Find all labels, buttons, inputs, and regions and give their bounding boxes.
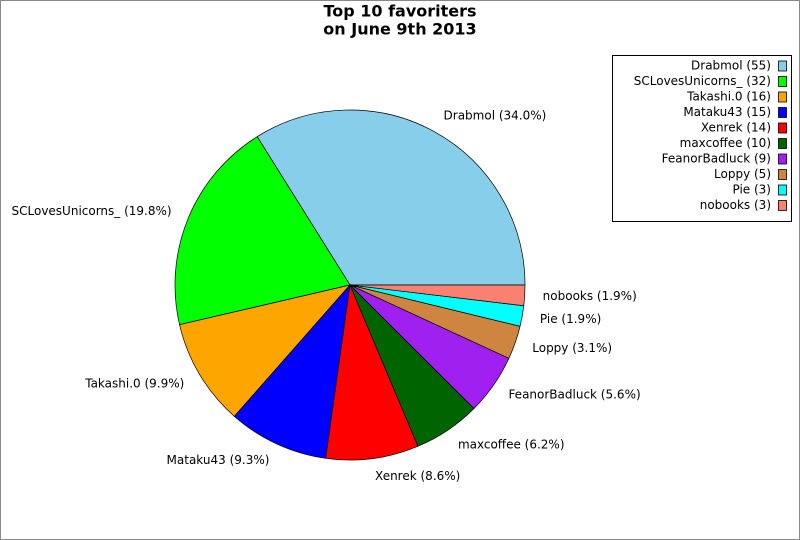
legend-swatch [778, 184, 787, 196]
pie-slice [233, 283, 351, 459]
slice-label: FeanorBadluck (5.6%) [508, 388, 640, 402]
legend-label: FeanorBadluck (9) [662, 152, 771, 166]
slice-label: maxcoffee (6.2%) [458, 437, 565, 451]
pie-slice [256, 109, 526, 286]
slice-label: Takashi.0 (9.9%) [84, 377, 184, 391]
legend-label: nobooks (3) [700, 198, 771, 212]
legend-label: Loppy (5) [714, 167, 771, 181]
slice-label: Mataku43 (9.3%) [167, 453, 270, 467]
pie-slice [349, 284, 526, 307]
slice-label: Pie (1.9%) [540, 312, 601, 326]
slice-label: Loppy (3.1%) [532, 341, 612, 355]
legend-label: Drabmol (55) [691, 59, 771, 73]
legend-swatch [778, 169, 787, 180]
slice-label: SCLovesUnicorns_ (19.8%) [12, 204, 172, 218]
chart-subtitle: on June 9th 2013 [323, 20, 476, 39]
legend-label: SCLovesUnicorns_ (32) [634, 74, 771, 88]
chart-title: Top 10 favoriters [323, 2, 476, 21]
legend-box [612, 55, 792, 222]
legend-swatch [778, 138, 787, 149]
pie-slice [179, 284, 351, 417]
legend-swatch [778, 91, 787, 103]
slice-label: Drabmol (34.0%) [444, 109, 547, 123]
legend-label: Xenrek (14) [701, 121, 771, 135]
legend-swatch [778, 60, 787, 72]
legend-swatch [778, 153, 787, 165]
pie-slice [174, 136, 351, 326]
pie-slice [325, 283, 419, 461]
legend-swatch [778, 122, 787, 134]
legend-label: maxcoffee (10) [680, 136, 771, 150]
slice-label: nobooks (1.9%) [543, 289, 637, 303]
legend-swatch [778, 200, 787, 211]
legend-swatch [778, 107, 787, 118]
slice-label: Xenrek (8.6%) [375, 469, 460, 483]
legend-label: Mataku43 (15) [683, 105, 771, 119]
legend-label: Takashi.0 (16) [686, 90, 771, 104]
legend-swatch [778, 76, 787, 87]
legend-label: Pie (3) [732, 183, 771, 197]
